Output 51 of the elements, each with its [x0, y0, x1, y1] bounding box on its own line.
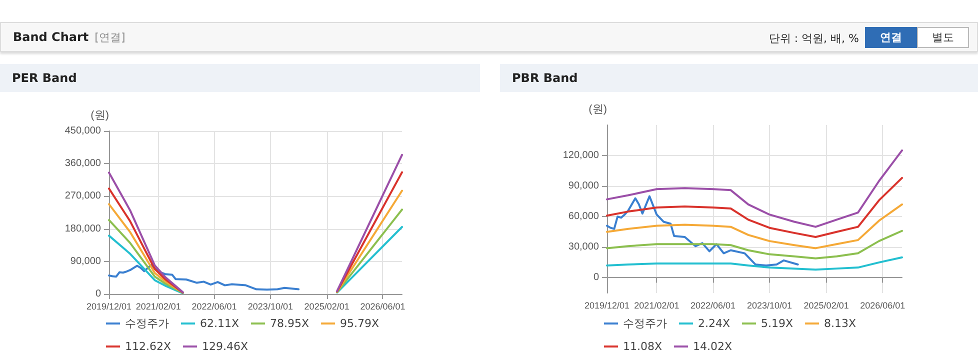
y-axis-title: (원) [90, 110, 109, 122]
chart-title: PBR Band [500, 64, 978, 92]
legend-label: 5.19X [761, 317, 794, 330]
x-tick-label: 2026/06/01 [860, 300, 906, 310]
legend-label: 95.79X [340, 317, 380, 330]
text: Band Chart [13, 30, 89, 44]
legend-label: 112.62X [125, 340, 172, 353]
line-series [606, 256, 903, 271]
chart-title: PER Band [0, 64, 480, 92]
line-series [606, 149, 903, 228]
line-series [108, 264, 300, 291]
y-tick-label: 360,000 [64, 158, 102, 170]
text: [연결] [94, 31, 126, 44]
x-tick-label: 2022/06/01 [192, 302, 237, 312]
legend-label: 78.95X [270, 317, 310, 330]
x-tick-label: 2025/02/01 [804, 300, 849, 310]
x-tick-label: 2025/02/01 [304, 302, 350, 312]
y-tick-label: 450,000 [64, 126, 102, 136]
y-tick-label: 180,000 [64, 223, 102, 234]
legend-label: 129.46X [202, 340, 249, 353]
y-tick-label: 120,000 [562, 150, 600, 162]
y-tick-label: 90,000 [568, 180, 600, 192]
x-tick-label: 2023/10/01 [248, 302, 293, 312]
legend-label: 수정주가 [623, 317, 667, 330]
line-series [606, 230, 903, 260]
legend-label: 2.24X [698, 317, 730, 330]
legend-label: 62.11X [200, 317, 240, 330]
text: 연결 [865, 27, 917, 48]
legend-label: 14.02X [693, 340, 733, 353]
y-tick-label: 0 [593, 272, 600, 284]
legend-label: 11.08X [623, 340, 662, 353]
x-tick-label: 2026/06/01 [360, 302, 406, 312]
line-series [606, 195, 799, 267]
legend-label: 8.13X [824, 317, 857, 330]
x-tick-label: 2019/12/01 [86, 302, 132, 312]
x-tick-label: 2022/06/01 [690, 300, 736, 310]
y-tick-label: 90,000 [70, 256, 102, 267]
x-tick-label: 2021/02/01 [136, 302, 181, 312]
y-axis-title: (원) [588, 104, 607, 116]
y-tick-label: 270,000 [64, 190, 102, 202]
y-tick-label: 30,000 [568, 242, 600, 253]
line-series [606, 203, 903, 250]
x-tick-label: 2021/02/01 [634, 300, 680, 310]
line-series [606, 176, 903, 238]
legend-label: 수정주가 [125, 317, 169, 330]
x-tick-label: 2023/10/01 [747, 300, 792, 310]
text: 단위 : 억원, 배, % [768, 31, 859, 46]
x-tick-label: 2019/12/01 [584, 300, 630, 310]
text: 별도 [917, 27, 969, 48]
y-tick-label: 60,000 [568, 211, 600, 222]
y-tick-label: 0 [95, 288, 102, 300]
